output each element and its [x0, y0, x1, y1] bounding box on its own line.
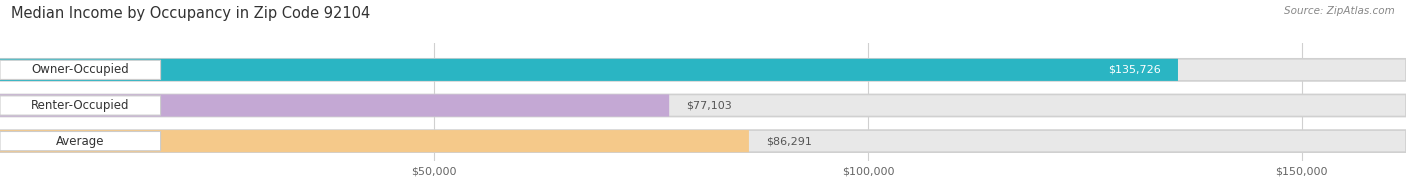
Text: Source: ZipAtlas.com: Source: ZipAtlas.com	[1284, 6, 1395, 16]
FancyBboxPatch shape	[0, 94, 669, 117]
FancyBboxPatch shape	[0, 60, 160, 79]
FancyBboxPatch shape	[0, 59, 1178, 81]
FancyBboxPatch shape	[0, 96, 160, 115]
Text: $77,103: $77,103	[686, 101, 733, 111]
Text: Owner-Occupied: Owner-Occupied	[31, 63, 129, 76]
Text: $86,291: $86,291	[766, 136, 813, 146]
Text: Average: Average	[56, 135, 104, 148]
Text: Median Income by Occupancy in Zip Code 92104: Median Income by Occupancy in Zip Code 9…	[11, 6, 371, 21]
FancyBboxPatch shape	[0, 59, 1406, 81]
Text: Renter-Occupied: Renter-Occupied	[31, 99, 129, 112]
FancyBboxPatch shape	[0, 130, 1406, 152]
FancyBboxPatch shape	[0, 132, 160, 151]
FancyBboxPatch shape	[0, 94, 1406, 117]
Text: $135,726: $135,726	[1108, 65, 1160, 75]
FancyBboxPatch shape	[0, 130, 749, 152]
